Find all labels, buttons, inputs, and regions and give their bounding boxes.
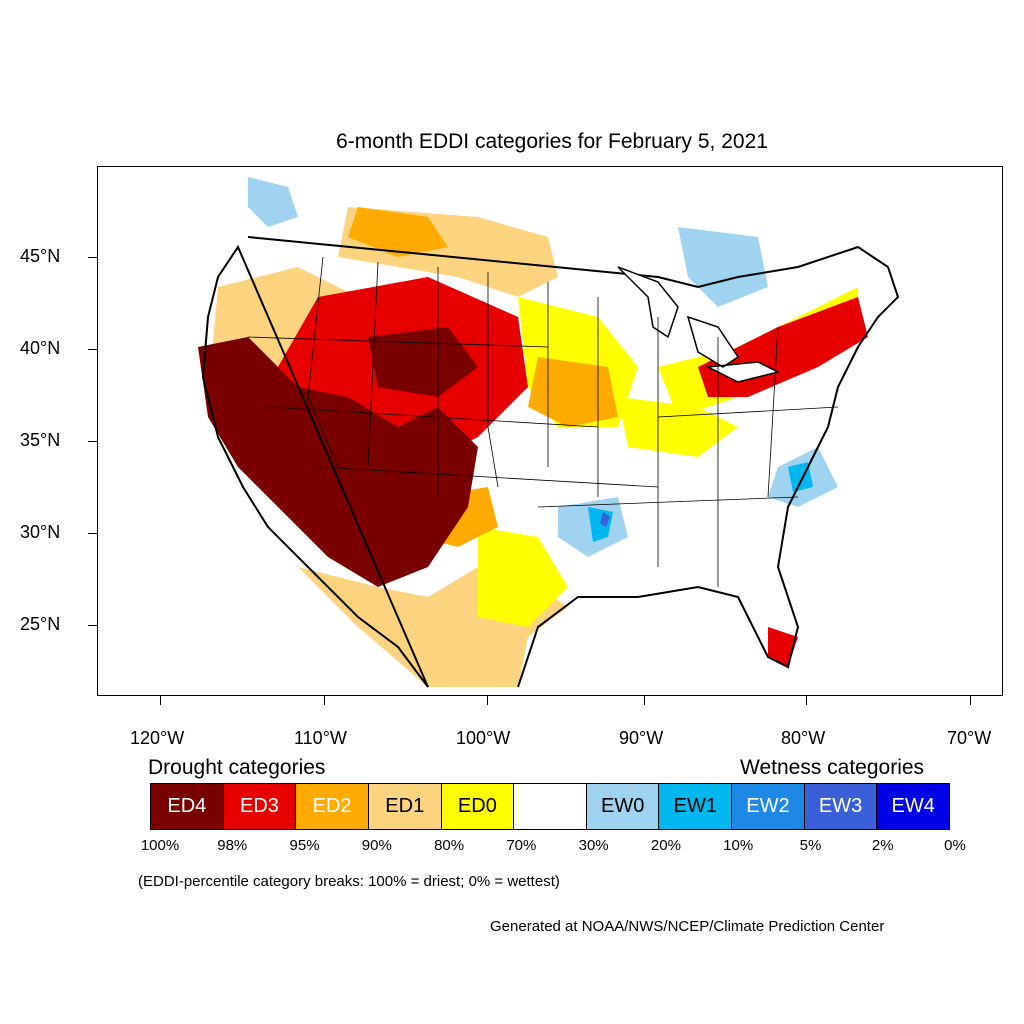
state-boundaries [247,256,839,587]
lon-label-90: 90°W [619,728,664,748]
legend-cell-ed2: ED2 [296,784,369,829]
lon-label-80: 80°W [781,728,826,748]
lat-tick-40 [88,349,97,350]
lat-label-40: 40°N [20,338,61,358]
lat-label-35: 35°N [20,430,61,450]
ed0-region-ohio [618,397,738,457]
lon-tick-90 [644,696,645,705]
percent-break-label: 20% [650,837,681,854]
lat-tick-30 [88,533,97,534]
percent-break-label: 98% [217,837,248,854]
us-outline [201,236,900,688]
legend-cell-ew2: EW2 [732,784,805,829]
legend-cell-ew0: EW0 [586,784,660,829]
category-note: (EDDI-percentile category breaks: 100% =… [138,873,560,890]
legend-cell-neutral [514,784,587,829]
ed0-region-gulf [478,527,568,627]
legend-cell-ed0: ED0 [441,784,515,829]
lat-label-25: 25°N [20,614,61,634]
percent-break-label: 80% [434,837,465,854]
legend-cell-ew1: EW1 [659,784,733,829]
percent-break-label: 95% [289,837,320,854]
percent-break-label: 2% [871,837,894,854]
percent-break-label: 30% [578,837,609,854]
legend-cell-ed1: ED1 [368,784,442,829]
legend-cell-ed4: ED4 [151,784,224,829]
legend-cell-ew4: EW4 [877,784,950,829]
ew3-region-arkansas [600,512,610,527]
ed2-region-north [348,207,448,257]
lat-tick-45 [88,257,97,258]
lat-tick-25 [88,625,97,626]
percent-break-label: 5% [799,837,822,854]
lon-tick-110 [324,696,325,705]
credit-line: Generated at NOAA/NWS/NCEP/Climate Predi… [490,918,885,935]
lon-label-70: 70°W [947,728,992,748]
percent-break-label: 100% [140,837,180,854]
wetness-heading: Wetness categories [740,756,925,779]
lon-label-100: 100°W [456,728,511,748]
drought-heading: Drought categories [148,756,326,779]
ew0-region-pnw [248,177,298,227]
legend-cell-ed3: ED3 [223,784,297,829]
lon-tick-100 [487,696,488,705]
eddi-map [97,166,1003,696]
percent-break-label: 10% [723,837,754,854]
ed4-region-southwest [198,337,478,587]
lon-tick-70 [970,696,971,705]
percent-break-label: 90% [361,837,392,854]
ed4-region-wyoming [368,327,478,397]
lon-label-120: 120°W [130,728,185,748]
great-lakes [617,266,781,383]
ed2-region-plains [528,357,618,427]
lon-tick-120 [160,696,161,705]
percent-break-label: 0% [944,837,966,854]
lat-tick-35 [88,441,97,442]
map-title: 6-month EDDI categories for February 5, … [336,130,768,153]
lon-label-110: 110°W [294,728,347,748]
lat-label-45: 45°N [20,246,61,266]
lat-label-30: 30°N [20,522,61,542]
legend-cell-ew3: EW3 [804,784,878,829]
lon-tick-80 [806,696,807,705]
percent-break-label: 70% [506,837,537,854]
legend-colorbar: ED4 ED3 ED2 ED1 ED0 EW0 EW1 EW2 EW3 EW4 [150,783,950,830]
